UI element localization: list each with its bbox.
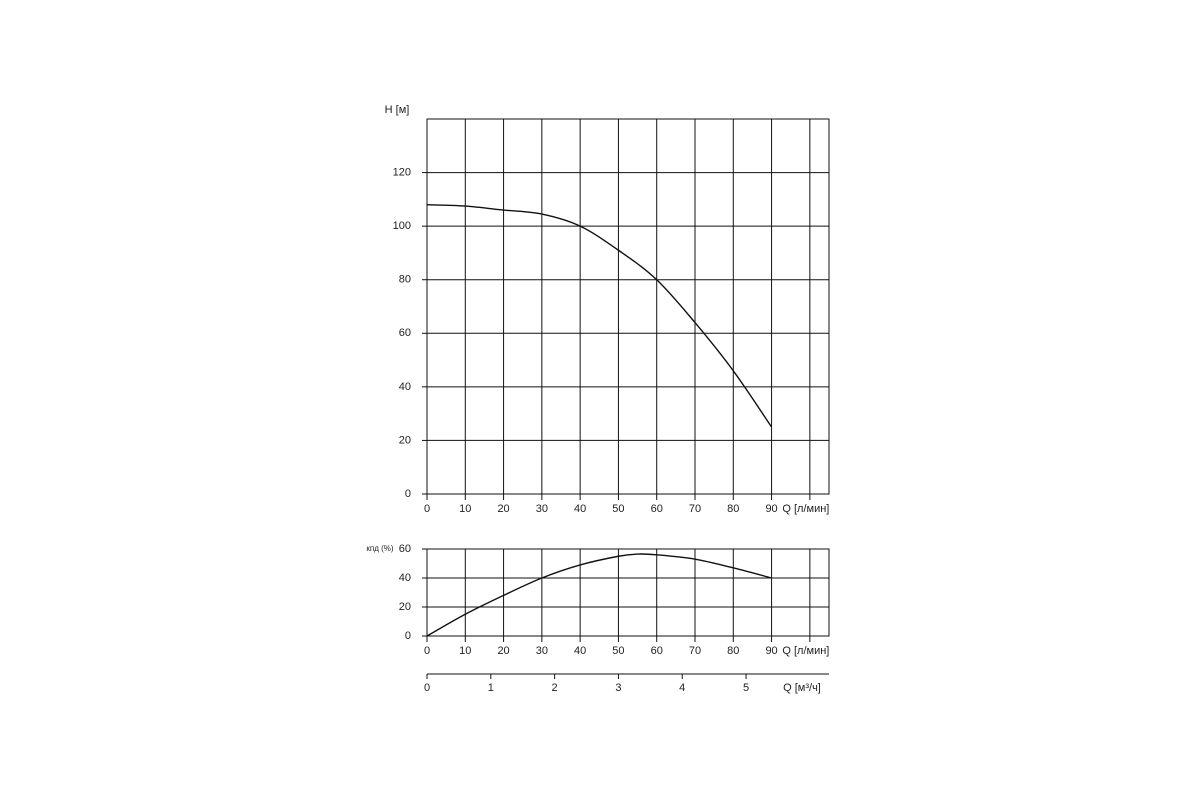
- x-tick-label: 0: [424, 503, 430, 515]
- y-tick-label: 0: [405, 630, 411, 642]
- x2-tick-label: 1: [488, 682, 494, 694]
- x-tick-label: 20: [497, 645, 509, 657]
- plot-frame: [426, 548, 830, 637]
- x2-tick-label: 4: [679, 682, 685, 694]
- x-tick-label: 60: [651, 503, 663, 515]
- x-tick-label: 50: [612, 503, 624, 515]
- x2-tick-label: 0: [424, 682, 430, 694]
- x-tick-label: 70: [689, 645, 701, 657]
- x-tick-label: 90: [765, 645, 777, 657]
- y-tick-label: 100: [393, 220, 411, 232]
- y-tick-label: 40: [399, 381, 411, 393]
- y-tick-label: 60: [399, 327, 411, 339]
- x-tick-label: 0: [424, 645, 430, 657]
- curve: [426, 204, 773, 428]
- x-tick-label: 70: [689, 503, 701, 515]
- y-axis-label: H [м]: [385, 104, 410, 116]
- x-tick-label: 10: [459, 503, 471, 515]
- y-tick-label: 80: [399, 274, 411, 286]
- y-tick-label: 40: [399, 572, 411, 584]
- x-axis-label: Q [л/мин]: [782, 645, 829, 657]
- x2-tick-label: 5: [743, 682, 749, 694]
- y-axis-label: кпд (%): [366, 544, 394, 553]
- x-tick-label: 80: [727, 503, 739, 515]
- x-tick-label: 10: [459, 645, 471, 657]
- x-tick-label: 40: [574, 503, 586, 515]
- x2-tick-label: 3: [615, 682, 621, 694]
- x-tick-label: 50: [612, 645, 624, 657]
- y-tick-label: 20: [399, 601, 411, 613]
- y-tick-label: 0: [405, 488, 411, 500]
- x2-tick-label: 2: [552, 682, 558, 694]
- x-tick-label: 30: [536, 645, 548, 657]
- x-tick-label: 60: [651, 645, 663, 657]
- x-tick-label: 90: [765, 503, 777, 515]
- y-tick-label: 20: [399, 434, 411, 446]
- x-tick-label: 80: [727, 645, 739, 657]
- x-tick-label: 30: [536, 503, 548, 515]
- y-tick-label: 60: [399, 543, 411, 555]
- curve: [426, 553, 772, 637]
- x-tick-label: 40: [574, 645, 586, 657]
- x-tick-label: 20: [497, 503, 509, 515]
- y-tick-label: 120: [393, 166, 411, 178]
- x-axis-label: Q [л/мин]: [782, 503, 829, 515]
- plot-frame: [426, 118, 830, 495]
- x2-axis-label: Q [м³/ч]: [783, 682, 821, 694]
